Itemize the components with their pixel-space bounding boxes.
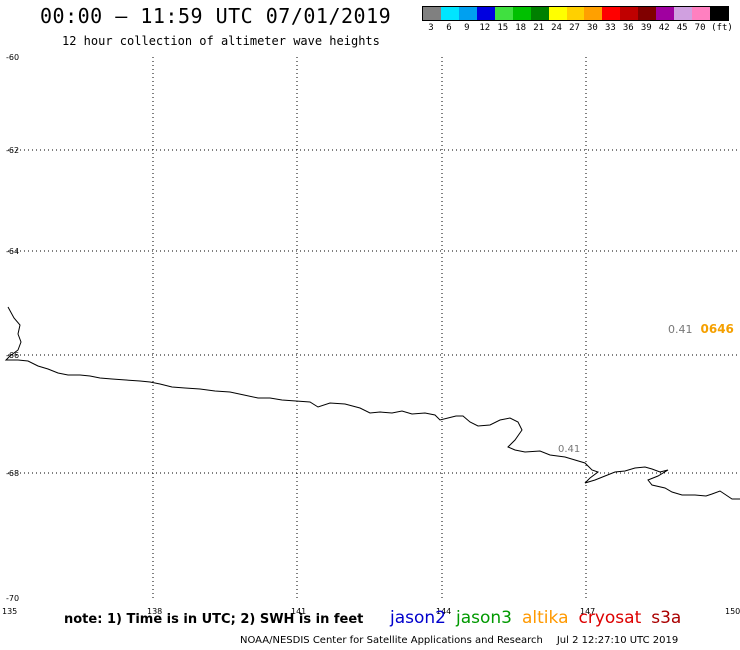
longitude-label: 147: [580, 607, 595, 616]
latitude-label: -64: [6, 247, 19, 256]
scale-swatch: [692, 7, 710, 20]
scale-label: 21: [533, 23, 545, 33]
pass-label: 0.41 0646: [668, 322, 734, 336]
satellite-jason2: jason2: [390, 608, 446, 628]
scale-swatch: [458, 7, 477, 20]
longitude-label: 138: [147, 607, 162, 616]
scale-label: 33: [604, 23, 616, 33]
scale-label: 42: [658, 23, 670, 33]
longitude-label: 144: [436, 607, 451, 616]
satellite-jason3: jason3: [456, 608, 512, 628]
pass-time: 0646: [700, 322, 734, 336]
scale-swatch: [530, 7, 549, 20]
map-subtitle: 12 hour collection of altimeter wave hei…: [62, 34, 380, 48]
scale-label: 70: [694, 23, 706, 33]
latitude-label: -68: [6, 469, 19, 478]
color-swatches: [422, 6, 729, 21]
graticule: 135 138 141 144 147 150 -60 -62 -64 -66 -68 -70: [2, 53, 740, 616]
scale-label: 36: [622, 23, 634, 33]
note-text: note: 1) Time is in UTC; 2) SWH is in fe…: [64, 612, 364, 627]
observation-value: 0.41: [558, 444, 580, 455]
scale-swatch: [548, 7, 567, 20]
scale-swatch: [476, 7, 495, 20]
scale-swatch: [602, 7, 621, 20]
scale-swatch: [584, 7, 603, 20]
scale-swatch: [440, 7, 459, 20]
latitude-label: -70: [6, 594, 19, 603]
map-title: 00:00 – 11:59 UTC 07/01/2019: [40, 4, 392, 28]
scale-label: 12: [479, 23, 491, 33]
scale-labels: 3 6 9 12 15 18 21 24 27 30 33 36 39 42 45 70 (ft): [422, 21, 733, 35]
scale-swatch: [638, 7, 657, 20]
scale-swatch: [566, 7, 585, 20]
scale-swatch: [710, 7, 728, 20]
scale-label: 18: [515, 23, 527, 33]
satellite-legend: jason2 jason3 altika cryosat s3a: [390, 608, 691, 628]
antarctic-coastline: [4, 306, 740, 500]
scale-label: 6: [446, 23, 452, 33]
scale-swatch: [512, 7, 531, 20]
scale-label: 3: [428, 23, 434, 33]
generated-timestamp: Jul 2 12:27:10 UTC 2019: [556, 635, 679, 646]
latitude-label: -60: [6, 53, 19, 62]
scale-label: 45: [676, 23, 688, 33]
satellite-cryosat: cryosat: [578, 608, 642, 628]
latitude-label: -66: [6, 351, 19, 360]
longitude-label: 150: [725, 607, 740, 616]
scale-label: 24: [551, 23, 562, 33]
scale-swatch: [423, 7, 441, 20]
scale-swatch: [674, 7, 693, 20]
pass-value: 0.41: [668, 323, 693, 336]
scale-label: 27: [569, 23, 580, 33]
satellite-s3a: s3a: [651, 608, 682, 628]
scale-label: 9: [464, 23, 470, 33]
wave-height-color-scale: 3 6 9 12 15 18 21 24 27 30 33 36 39 42 45 70 (ft): [422, 6, 733, 36]
scale-label: 30: [587, 23, 598, 33]
scale-swatch: [620, 7, 639, 20]
longitude-label: 141: [291, 607, 306, 616]
longitude-label: 135: [2, 607, 17, 616]
credit-text: NOAA/NESDIS Center for Satellite Applica…: [240, 635, 543, 646]
latitude-label: -62: [6, 146, 19, 155]
scale-swatch: [656, 7, 675, 20]
scale-label: 39: [640, 23, 652, 33]
credit-line: NOAA/NESDIS Center for Satellite Applica…: [240, 635, 678, 646]
scale-label: (ft): [711, 23, 733, 33]
scale-swatch: [494, 7, 513, 20]
satellite-altika: altika: [522, 608, 569, 628]
scale-label: 15: [497, 23, 509, 33]
